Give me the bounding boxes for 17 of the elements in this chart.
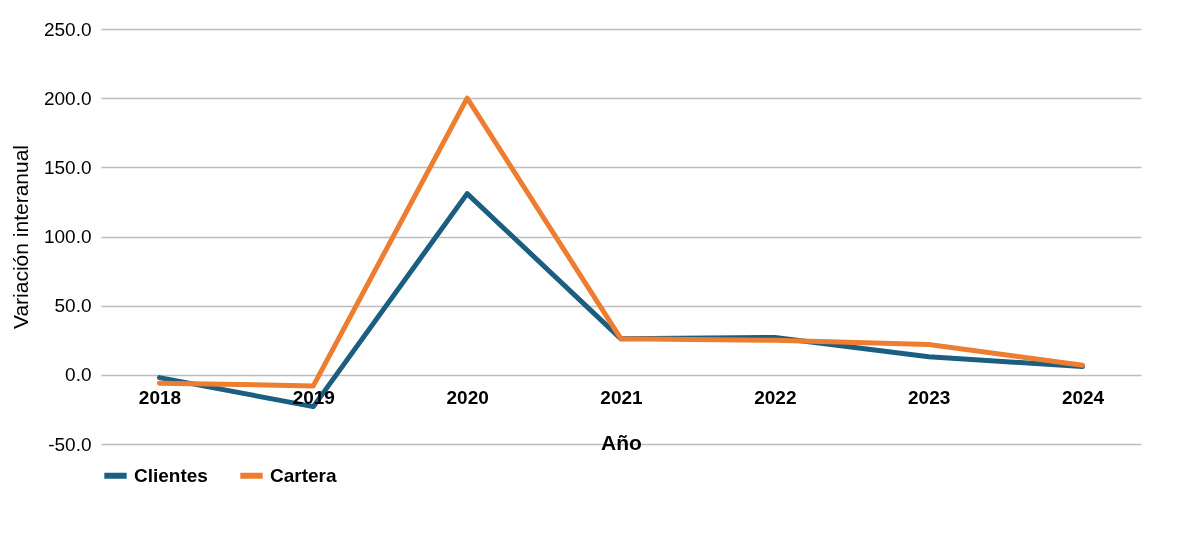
y-axis-title: Variación interanual: [8, 144, 32, 330]
legend-label: Clientes: [134, 464, 208, 486]
x-tick-label: 2023: [908, 387, 951, 409]
x-tick-label: 2018: [138, 387, 182, 409]
y-tick-label: -50.0: [48, 433, 92, 455]
y-tick-label: 150.0: [43, 156, 92, 178]
y-tick-label: 100.0: [43, 226, 92, 247]
legend-label: Cartera: [270, 464, 337, 486]
y-tick-label: 200.0: [43, 87, 92, 109]
x-axis-title: Año: [601, 430, 642, 454]
y-tick-label: 50.0: [54, 295, 92, 317]
y-tick-label: 0.0: [65, 364, 92, 386]
x-tick-label: 2022: [754, 387, 797, 409]
x-tick-label: 2021: [600, 387, 644, 409]
x-tick-label: 2020: [446, 387, 489, 409]
y-tick-label: 250.0: [43, 18, 92, 40]
x-tick-label: 2024: [1061, 387, 1105, 409]
